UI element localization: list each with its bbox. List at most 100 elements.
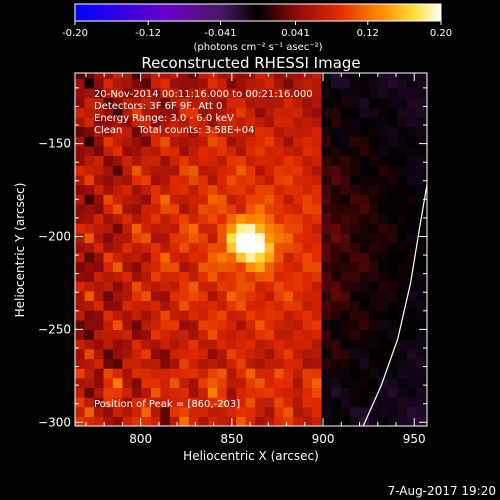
- heatmap-cell: [369, 174, 380, 186]
- heatmap-cell: [112, 223, 123, 234]
- heatmap-cell: [302, 281, 313, 292]
- heatmap-cell: [425, 155, 427, 166]
- heatmap-cell: [331, 319, 342, 330]
- heatmap-cell: [150, 290, 161, 301]
- heatmap-cell: [150, 348, 161, 359]
- heatmap-cell: [160, 242, 171, 253]
- heatmap-cell: [274, 387, 285, 398]
- heatmap-cell: [103, 242, 114, 253]
- heatmap-cell: [274, 319, 285, 330]
- heatmap-cell: [321, 78, 332, 89]
- heatmap-cell: [293, 271, 304, 282]
- heatmap-cell: [425, 87, 427, 99]
- heatmap-cell: [122, 194, 133, 205]
- heatmap-cell: [94, 107, 105, 118]
- heatmap-cell: [321, 194, 332, 205]
- heatmap-cell: [160, 271, 171, 282]
- heatmap-cell: [350, 73, 361, 79]
- heatmap-cell: [217, 310, 228, 321]
- heatmap-cell: [425, 377, 427, 388]
- heatmap-cell: [369, 194, 380, 205]
- heatmap-cell: [264, 406, 275, 417]
- heatmap-cell: [406, 281, 417, 292]
- heatmap-cell: [236, 348, 247, 359]
- heatmap-cell: [179, 116, 190, 128]
- heatmap-cell: [425, 406, 427, 417]
- annotation-energy-range: Energy Range: 3.0 - 6.0 keV: [94, 113, 234, 124]
- heatmap-cell: [226, 358, 237, 369]
- heatmap-cell: [169, 203, 180, 215]
- heatmap-cell: [331, 126, 342, 137]
- heatmap-cell: [255, 223, 266, 234]
- heatmap-cell: [302, 232, 313, 244]
- heatmap-cell: [340, 397, 351, 408]
- heatmap-cell: [416, 387, 427, 398]
- heatmap-cell: [340, 377, 351, 388]
- heatmap-cells: [75, 73, 427, 426]
- x-tick-label: 950: [403, 432, 426, 446]
- heatmap-cell: [302, 397, 313, 408]
- heatmap-cell: [293, 97, 304, 108]
- heatmap-cell: [198, 223, 209, 234]
- heatmap-cell: [122, 136, 133, 147]
- heatmap-cell: [264, 73, 275, 79]
- heatmap-cell: [160, 116, 171, 128]
- heatmap-cell: [150, 261, 161, 273]
- heatmap-cell: [75, 155, 86, 166]
- heatmap-cell: [188, 165, 199, 176]
- heatmap-cell: [369, 416, 380, 426]
- heatmap-cell: [359, 73, 370, 79]
- heatmap-cell: [188, 107, 199, 118]
- heatmap-cell: [388, 136, 399, 147]
- heatmap-cell: [236, 116, 247, 128]
- heatmap-cell: [397, 155, 408, 166]
- heatmap-cell: [75, 397, 86, 408]
- heatmap-cell: [179, 348, 190, 359]
- heatmap-cell: [274, 213, 285, 224]
- heatmap-cell: [198, 174, 209, 186]
- heatmap-cell: [359, 368, 370, 379]
- heatmap-cell: [236, 155, 247, 166]
- heatmap-cell: [236, 213, 247, 224]
- heatmap-cell: [350, 310, 361, 321]
- heatmap-cell: [112, 184, 123, 195]
- heatmap-cell: [131, 252, 142, 263]
- heatmap-cell: [198, 165, 209, 176]
- heatmap-cell: [331, 377, 342, 388]
- heatmap-cell: [245, 416, 256, 426]
- heatmap-cell: [369, 271, 380, 282]
- heatmap-cell: [112, 126, 123, 137]
- heatmap-cell: [169, 107, 180, 118]
- heatmap-cell: [179, 242, 190, 253]
- heatmap-cell: [236, 377, 247, 388]
- heatmap-cell: [103, 126, 114, 137]
- heatmap-cell: [397, 213, 408, 224]
- heatmap-cell: [141, 97, 152, 108]
- heatmap-cell: [169, 348, 180, 359]
- heatmap-cell: [131, 406, 142, 417]
- heatmap-cell: [131, 261, 142, 273]
- heatmap-cell: [359, 97, 370, 108]
- heatmap-cell: [321, 261, 332, 273]
- heatmap-cell: [388, 97, 399, 108]
- heatmap-cell: [236, 397, 247, 408]
- heatmap-cell: [141, 290, 152, 301]
- heatmap-cell: [264, 232, 275, 244]
- heatmap-cell: [416, 78, 427, 89]
- heatmap-cell: [416, 107, 427, 118]
- heatmap-cell: [359, 339, 370, 350]
- heatmap-cell: [112, 213, 123, 224]
- heatmap-cell: [340, 194, 351, 205]
- heatmap-cell: [312, 339, 323, 350]
- heatmap-cell: [264, 78, 275, 89]
- heatmap-cell: [264, 184, 275, 195]
- heatmap-cell: [388, 174, 399, 186]
- heatmap-cell: [425, 116, 427, 128]
- chart-title: Reconstructed RHESSI Image: [141, 54, 360, 72]
- heatmap-cell: [388, 290, 399, 301]
- heatmap-cell: [160, 406, 171, 417]
- heatmap-cell: [75, 116, 86, 128]
- heatmap-cell: [207, 368, 218, 379]
- heatmap-cell: [388, 329, 399, 340]
